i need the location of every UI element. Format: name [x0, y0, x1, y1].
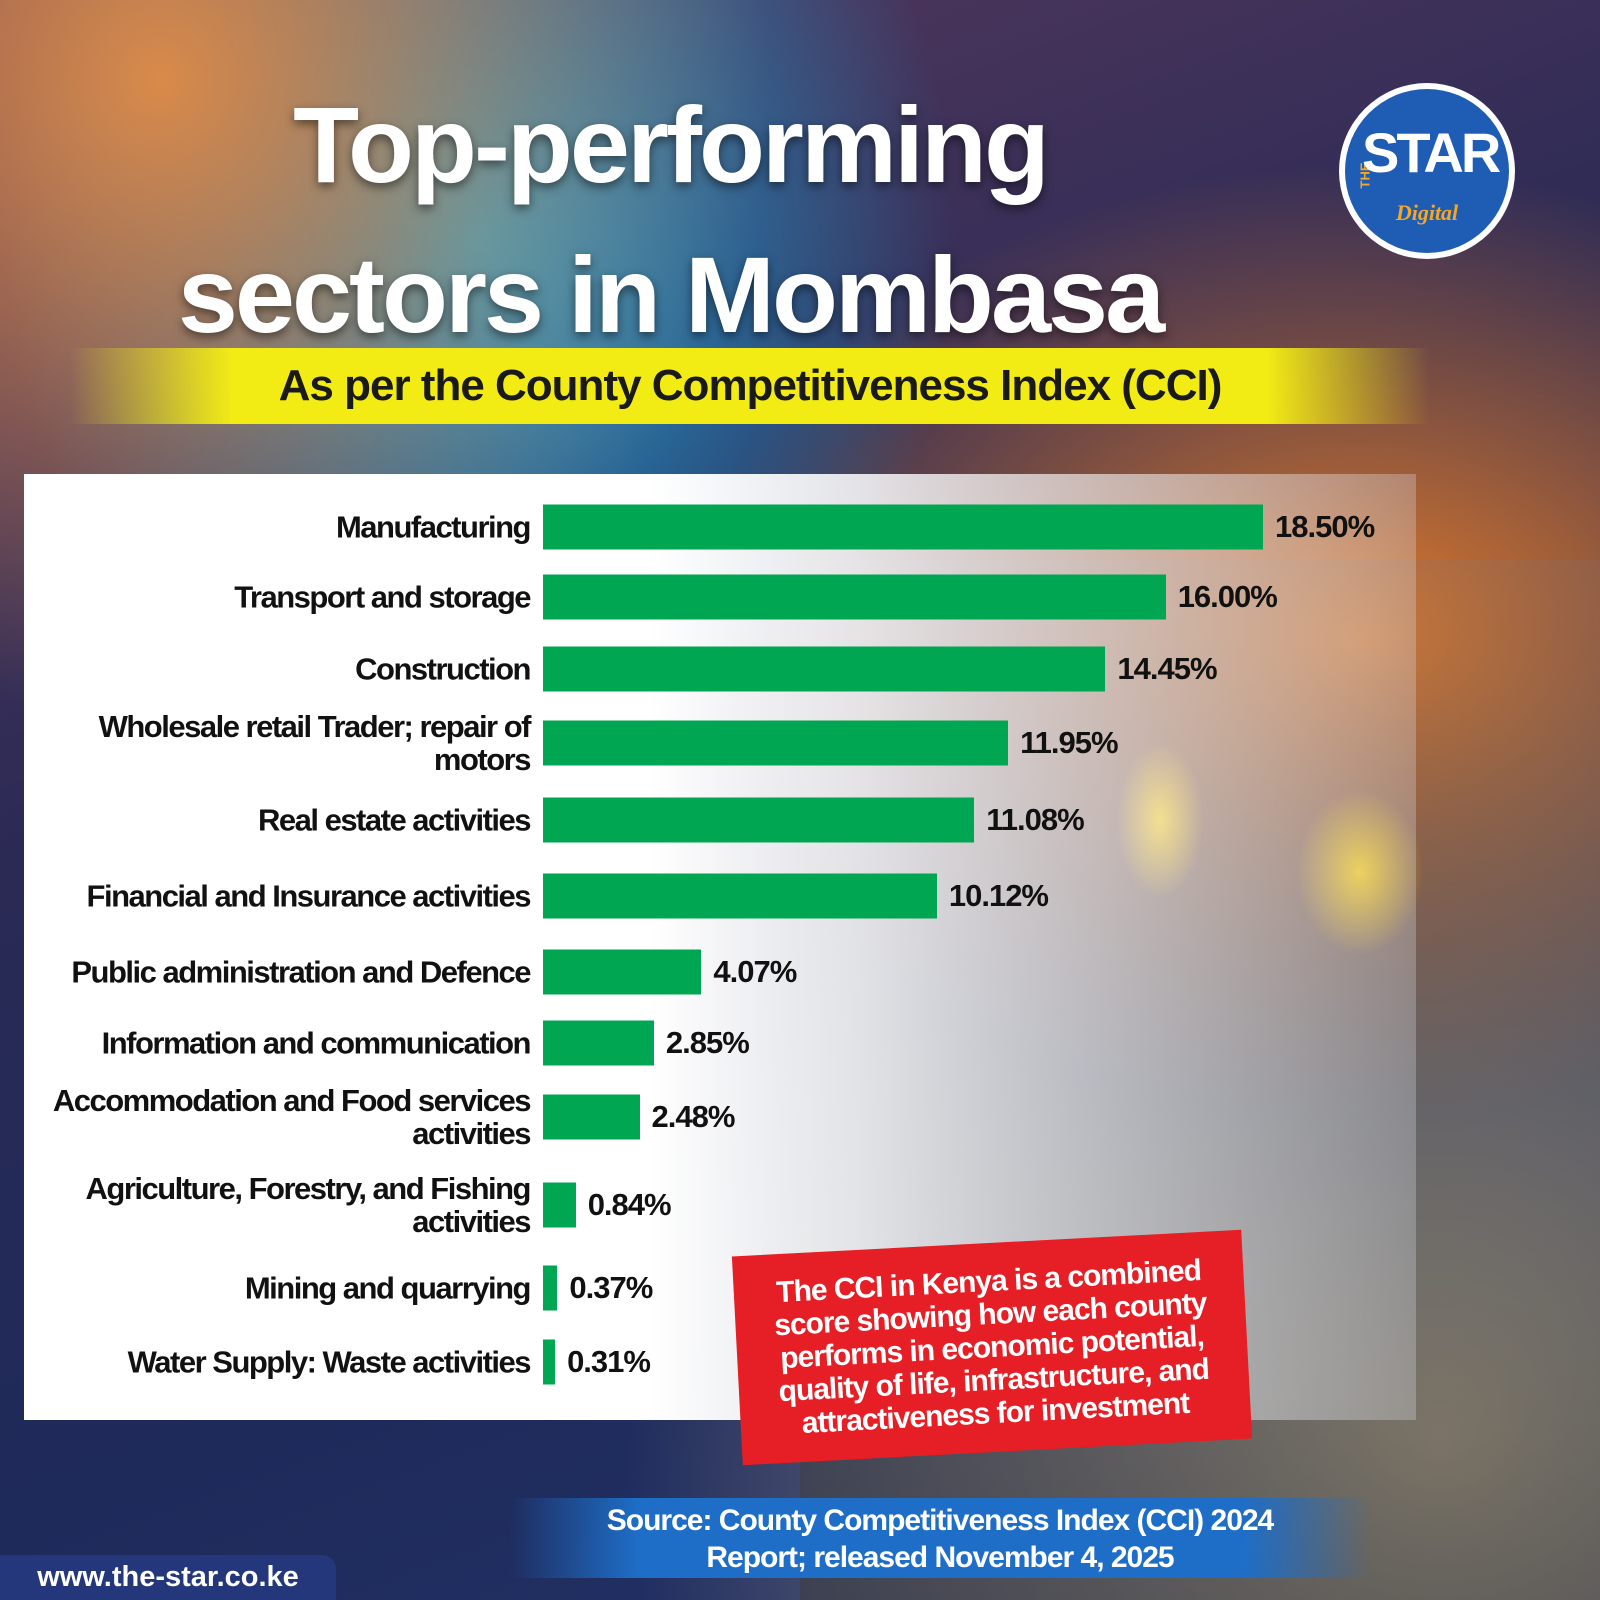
logo-main: STAR — [1362, 121, 1501, 184]
bar — [543, 646, 1106, 692]
chart-title: Top-performing sectors in Mombasa — [177, 84, 1165, 355]
category-label: Public administration and Defence — [71, 954, 531, 990]
value-label: 0.84% — [587, 1187, 672, 1222]
logo-sub: Digital — [1395, 200, 1459, 225]
value-label: 4.07% — [713, 954, 797, 989]
bar — [543, 504, 1263, 550]
value-label: 18.50% — [1275, 509, 1375, 544]
bar — [543, 797, 975, 843]
bar — [543, 1339, 556, 1385]
category-label: Real estate activities — [257, 802, 532, 838]
category-label: Mining and quarrying — [244, 1270, 532, 1306]
bar — [543, 574, 1166, 620]
category-label: Information and communication — [101, 1025, 532, 1061]
bar — [543, 873, 937, 919]
category-label: Construction — [355, 651, 531, 687]
bar — [543, 949, 702, 995]
source-band — [510, 1498, 1372, 1578]
category-label: Financial and Insurance activities — [86, 878, 532, 914]
chart-subtitle: As per the County Competitiveness Index … — [278, 361, 1223, 410]
bar — [543, 1020, 654, 1066]
value-label: 14.45% — [1117, 651, 1217, 686]
value-label: 10.12% — [948, 878, 1049, 913]
category-label: Accommodation and Food services activiti… — [52, 1083, 532, 1151]
bar — [543, 720, 1009, 766]
value-label: 2.48% — [651, 1099, 736, 1134]
source: Source: County Competitiveness Index (CC… — [606, 1504, 1275, 1574]
value-label: 2.85% — [665, 1025, 750, 1060]
category-label: Wholesale retail Trader; repair of motor… — [98, 709, 532, 777]
bar — [543, 1265, 558, 1311]
annotation: The CCI in Kenya is a combined score sho… — [731, 1229, 1253, 1466]
value-label: 11.95% — [1020, 725, 1118, 760]
category-label: Transport and storage — [234, 579, 531, 615]
value-label: 0.31% — [567, 1344, 651, 1379]
logo-inner — [1345, 89, 1509, 253]
bar — [543, 1094, 640, 1140]
website: www.the-star.co.ke — [0, 1555, 336, 1600]
value-label: 11.08% — [986, 802, 1084, 837]
value-label: 16.00% — [1177, 579, 1278, 614]
category-label: Water Supply: Waste activities — [127, 1344, 532, 1380]
value-label: 0.37% — [569, 1270, 653, 1305]
bar — [543, 1182, 576, 1228]
category-label: Manufacturing — [335, 509, 532, 545]
subtitle-band — [70, 348, 1430, 424]
category-label: Agriculture, Forestry, and Fishing activ… — [85, 1171, 532, 1239]
